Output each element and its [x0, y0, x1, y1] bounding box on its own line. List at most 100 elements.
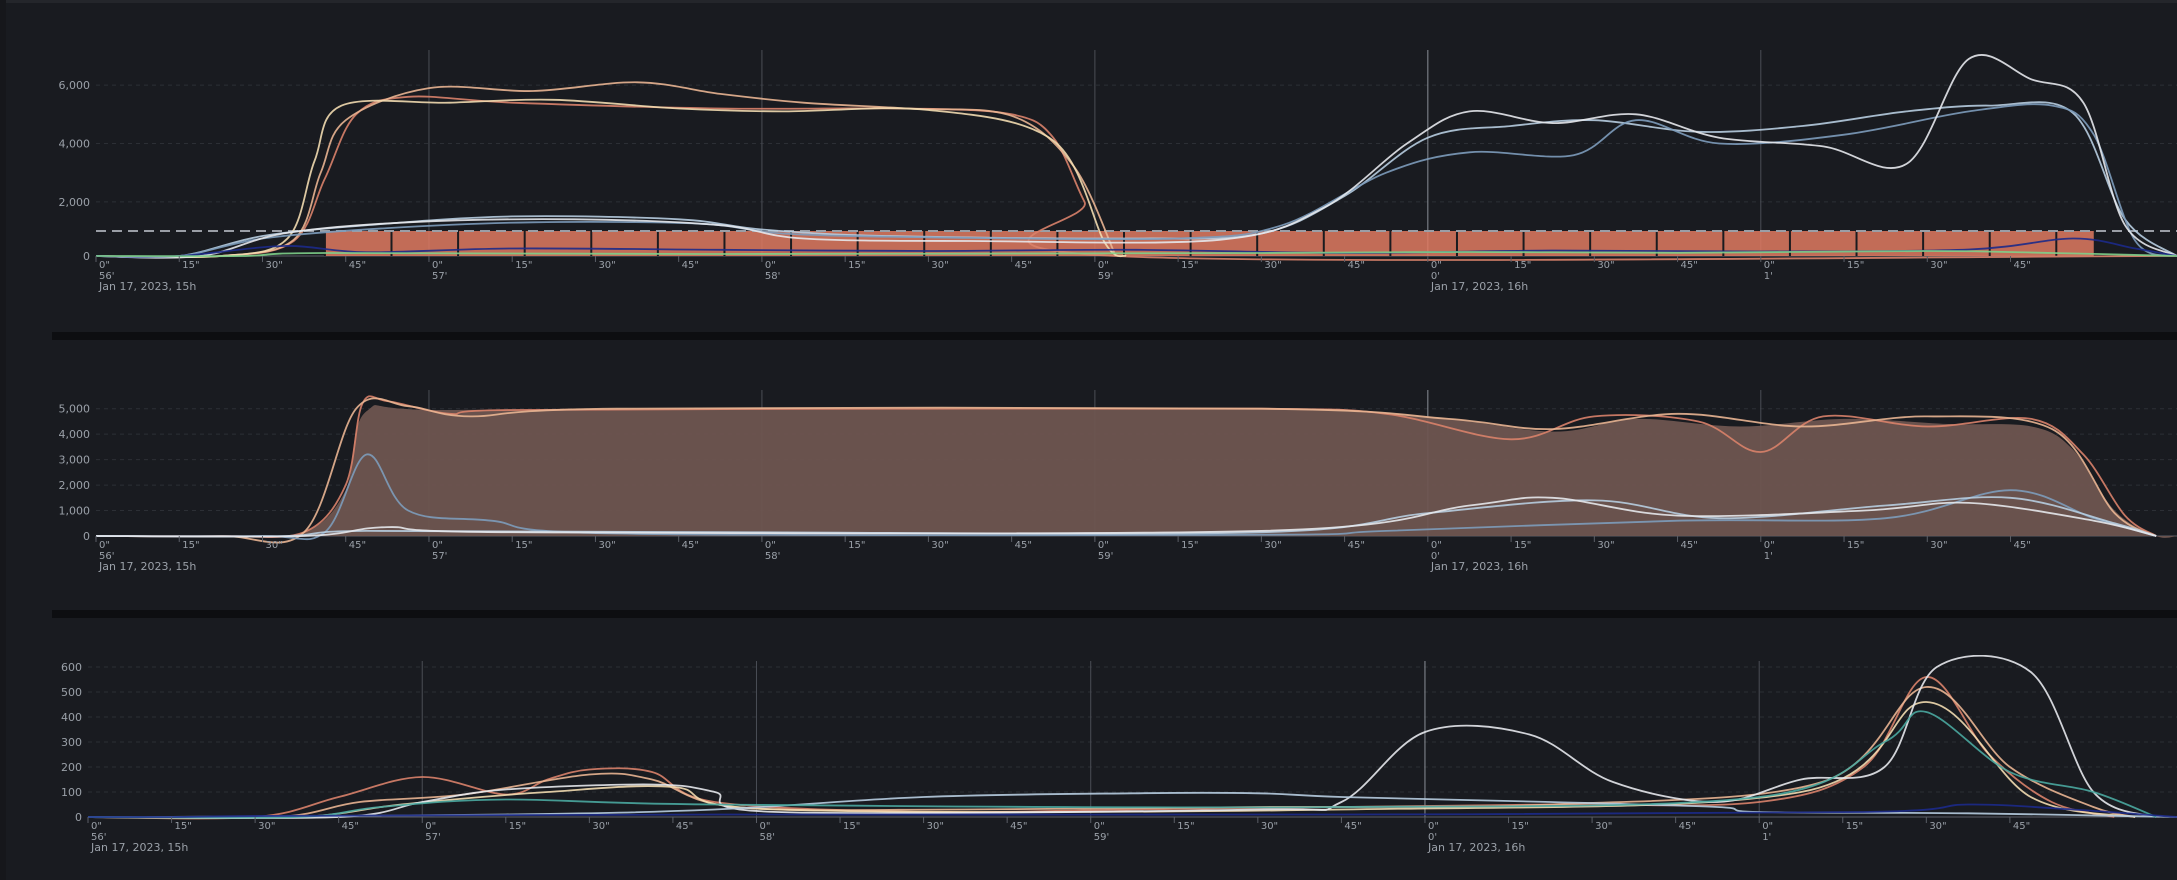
series-line — [95, 250, 2177, 258]
x-tick-label: 15" — [1514, 260, 1531, 271]
x-tick-label: 30" — [1597, 540, 1614, 551]
minute-label: 0' — [1431, 271, 1440, 282]
minute-label: 0' — [1431, 551, 1440, 562]
x-tick-label: 30" — [927, 821, 944, 832]
x-tick-label: 45" — [682, 540, 699, 551]
x-tick-label: 30" — [598, 540, 615, 551]
x-tick-label: 0" — [765, 540, 776, 551]
x-tick-label: 45" — [1010, 821, 1027, 832]
panel-divider — [52, 610, 2177, 618]
y-tick-label: 200 — [61, 761, 82, 774]
minute-label: 56' — [99, 271, 114, 282]
series-line — [95, 496, 2157, 538]
series-area — [96, 405, 2177, 538]
series-line — [95, 397, 2157, 544]
x-tick-label: 15" — [1177, 821, 1194, 832]
x-tick-label: 45" — [1679, 821, 1696, 832]
x-tick-label: 45" — [1348, 260, 1365, 271]
x-tick-label: 0" — [1098, 540, 1109, 551]
x-tick-label: 15" — [515, 260, 532, 271]
y-tick-label: 0 — [75, 811, 82, 824]
series-line — [95, 237, 2177, 258]
y-tick-label: 2,000 — [59, 196, 91, 209]
x-tick-label: 15" — [182, 260, 199, 271]
x-tick-label: 0" — [1764, 260, 1775, 271]
minute-label: 1' — [1764, 551, 1773, 562]
y-tick-label: 500 — [61, 686, 82, 699]
series-line — [95, 103, 2177, 259]
x-tick-label: 30" — [1595, 821, 1612, 832]
x-tick-label: 45" — [2014, 260, 2031, 271]
minute-label: 56' — [91, 832, 106, 843]
date-label: Jan 17, 2023, 15h — [90, 841, 188, 854]
x-tick-label: 15" — [1847, 540, 1864, 551]
x-tick-label: 30" — [931, 260, 948, 271]
x-tick-label: 30" — [1261, 821, 1278, 832]
x-tick-label: 30" — [931, 540, 948, 551]
x-tick-label: 15" — [1846, 821, 1863, 832]
x-tick-label: 0" — [432, 260, 443, 271]
minute-label: 57' — [432, 271, 447, 282]
panel-divider — [52, 332, 2177, 340]
x-tick-label: 45" — [2013, 821, 2030, 832]
x-tick-label: 45" — [349, 260, 366, 271]
x-tick-label: 45" — [1015, 540, 1032, 551]
minute-label: 56' — [99, 551, 114, 562]
series-line — [95, 98, 1127, 259]
chart-panel-1: 6,000 4,000 2,000 0 0" 56' 15" 30" 45" 0" 57' 15" 30… — [52, 40, 2177, 300]
x-tick-label: 0" — [759, 821, 770, 832]
x-tick-label: 45" — [682, 260, 699, 271]
x-tick-label: 0" — [1428, 821, 1439, 832]
x-tick-label: 30" — [1264, 260, 1281, 271]
x-tick-label: 0" — [1764, 540, 1775, 551]
x-tick-label: 30" — [598, 260, 615, 271]
series-line — [95, 81, 1117, 259]
x-tick-label: 15" — [175, 821, 192, 832]
x-tick-label: 15" — [515, 540, 532, 551]
x-tick-label: 45" — [1344, 821, 1361, 832]
minute-label: 1' — [1762, 832, 1771, 843]
minute-label: 57' — [425, 832, 440, 843]
x-tick-label: 0" — [425, 821, 436, 832]
y-tick-label: 0 — [83, 530, 90, 543]
series-line — [87, 676, 2115, 820]
x-tick-label: 15" — [1181, 540, 1198, 551]
x-tick-label: 0" — [765, 260, 776, 271]
x-tick-label: 45" — [1681, 260, 1698, 271]
x-tick-label: 15" — [1181, 260, 1198, 271]
y-tick-label: 0 — [83, 250, 90, 263]
date-label: Jan 17, 2023, 16h — [1427, 841, 1525, 854]
y-tick-label: 2,000 — [59, 479, 91, 492]
minute-label: 58' — [765, 551, 780, 562]
series-line — [87, 701, 2136, 819]
series-line — [87, 686, 2136, 820]
minute-label: 1' — [1764, 271, 1773, 282]
y-tick-label: 4,000 — [59, 428, 91, 441]
date-label: Jan 17, 2023, 15h — [98, 560, 196, 573]
x-tick-label: 15" — [1512, 821, 1529, 832]
minute-label: 59' — [1098, 551, 1113, 562]
chart-panel-3: 600 500 400 300 200 100 0 0" 56' 15" 30" 45" 0" 57' 15… — [52, 654, 2177, 865]
date-label: Jan 17, 2023, 16h — [1430, 560, 1528, 573]
y-tick-label: 300 — [61, 736, 82, 749]
x-tick-label: 0" — [91, 821, 102, 832]
series-line — [95, 453, 2157, 541]
y-tick-label: 400 — [61, 711, 82, 724]
x-tick-label: 30" — [1930, 260, 1947, 271]
minute-label: 58' — [765, 271, 780, 282]
minute-label: 0' — [1428, 832, 1437, 843]
x-tick-label: 0" — [1098, 260, 1109, 271]
x-tick-label: 0" — [1431, 260, 1442, 271]
minute-label: 59' — [1098, 271, 1113, 282]
y-tick-label: 6,000 — [59, 79, 91, 92]
y-tick-label: 5,000 — [59, 403, 91, 416]
x-tick-label: 45" — [1681, 540, 1698, 551]
top-border — [0, 0, 2177, 3]
series-line — [87, 710, 2157, 819]
x-tick-label: 0" — [99, 260, 110, 271]
x-tick-label: 15" — [182, 540, 199, 551]
